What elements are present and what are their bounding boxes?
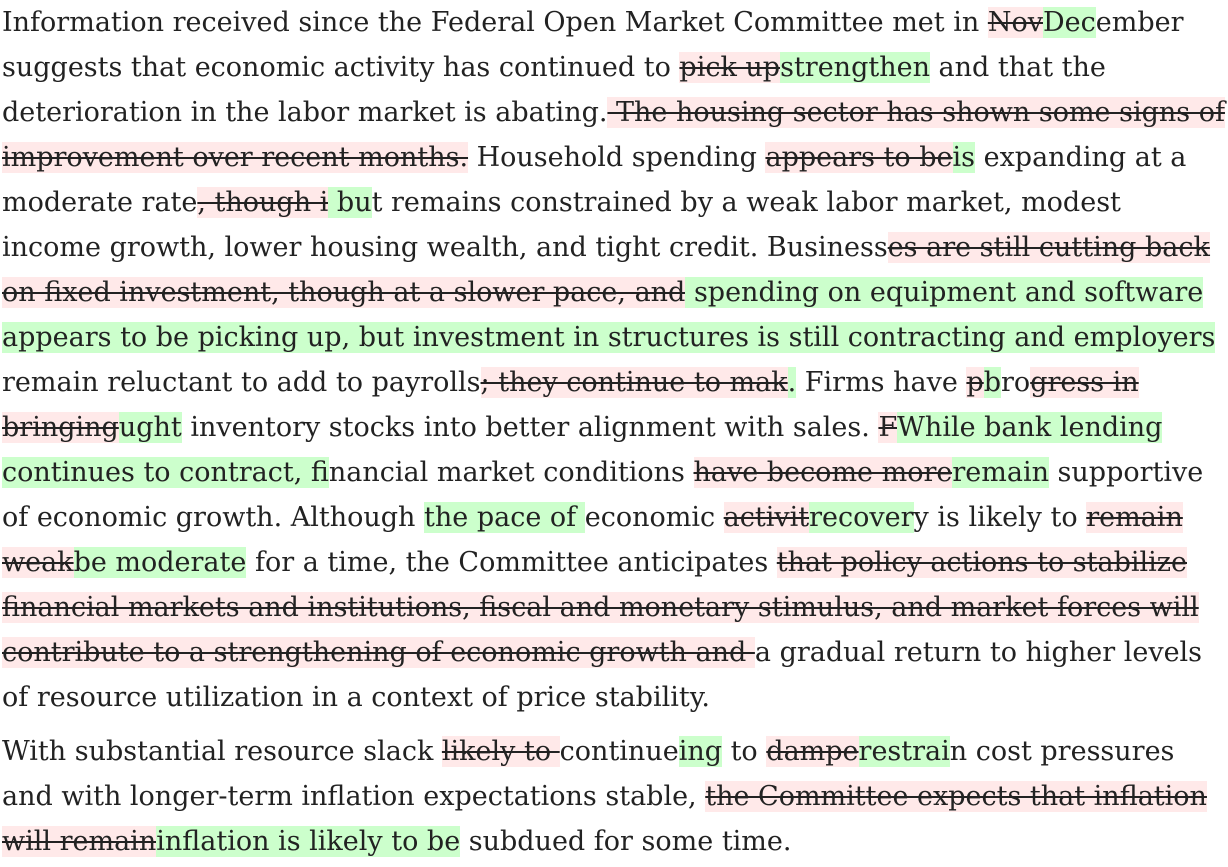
unchanged-text: With substantial resource slack [2, 736, 442, 767]
unchanged-text: inancial market conditions [328, 457, 694, 488]
unchanged-text: y is likely to [913, 502, 1087, 533]
unchanged-text: economic [584, 502, 724, 533]
inserted-text: recover [809, 502, 914, 533]
deleted-text: have become more [693, 457, 953, 488]
inserted-text: ught [118, 412, 182, 443]
deleted-text: F [878, 412, 898, 443]
unchanged-text: expanding at a moderate rate [2, 142, 1187, 218]
deleted-text: dampe [766, 736, 859, 767]
deleted-text: likely to [441, 736, 560, 767]
unchanged-text: subdued for some time. [460, 826, 792, 857]
inserted-text: restrai [858, 736, 950, 767]
inserted-text: the pace of [424, 502, 585, 533]
unchanged-text: n cost pressures and with longer-term in… [2, 736, 1175, 812]
unchanged-text: a gradual return to higher levels of res… [2, 637, 1203, 713]
unchanged-text: and that the deterioration in the labor … [2, 52, 1106, 128]
unchanged-text: t remains constrained by a weak labor ma… [2, 187, 1121, 263]
inserted-text: strengthen [780, 52, 930, 83]
inserted-text: ing [678, 736, 722, 767]
inserted-text: is [952, 142, 976, 173]
unchanged-text: ember suggests that economic activity ha… [2, 7, 1184, 83]
unchanged-text: Information received since the Federal O… [2, 7, 988, 38]
unchanged-text: to [722, 736, 767, 767]
paragraph-2: With substantial resource slack likely t… [2, 729, 1228, 864]
unchanged-text: Household spending [468, 142, 766, 173]
deleted-text: appears to be [765, 142, 953, 173]
deleted-text: , though i [197, 187, 329, 218]
unchanged-text: supportive of economic growth. Although [2, 457, 1204, 533]
inserted-text: inflation is likely to be [156, 826, 461, 857]
unchanged-text: inventory stocks into better alignment w… [181, 412, 879, 443]
inserted-text: remain [952, 457, 1049, 488]
unchanged-text: for a time, the Committee anticipates [246, 547, 777, 578]
deleted-text: activit [723, 502, 810, 533]
deleted-text: p [966, 367, 984, 398]
unchanged-text: ro [1001, 367, 1031, 398]
inserted-text: be moderate [73, 547, 247, 578]
unchanged-text: remain reluctant to add to payrolls [2, 367, 481, 398]
inserted-text: b [983, 367, 1002, 398]
deleted-text: pick up [679, 52, 781, 83]
inserted-text: . [787, 367, 797, 398]
unchanged-text: continue [559, 736, 679, 767]
paragraph-1: Information received since the Federal O… [2, 0, 1228, 720]
deleted-text: Nov [987, 7, 1043, 38]
deleted-text: ; they continue to mak [480, 367, 788, 398]
unchanged-text: Firms have [796, 367, 967, 398]
inserted-text: bu [328, 187, 372, 218]
inserted-text: Dec [1042, 7, 1096, 38]
